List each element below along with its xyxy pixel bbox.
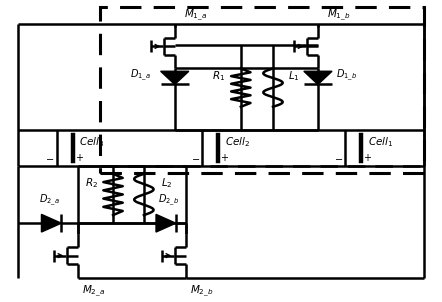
Text: $R_2$: $R_2$ [84,176,98,190]
Text: $M_{1\_b}$: $M_{1\_b}$ [327,8,350,23]
Text: $L_1$: $L_1$ [289,69,300,83]
Text: $+$: $+$ [75,152,84,163]
Text: $M_{2\_b}$: $M_{2\_b}$ [190,284,213,299]
Polygon shape [160,71,189,85]
Text: $D_{2\_a}$: $D_{2\_a}$ [39,193,60,208]
Polygon shape [304,71,332,85]
Text: $Cell_1$: $Cell_1$ [368,135,393,149]
Text: $-$: $-$ [334,153,343,163]
Text: $R_1$: $R_1$ [212,69,225,83]
Polygon shape [156,214,176,232]
Text: $+$: $+$ [220,152,229,163]
Text: $M_{1\_a}$: $M_{1\_a}$ [183,8,207,23]
Text: $-$: $-$ [46,153,54,163]
Text: $M_{2\_a}$: $M_{2\_a}$ [82,284,105,299]
Text: $-$: $-$ [191,153,200,163]
Text: $D_{1\_a}$: $D_{1\_a}$ [130,68,151,83]
Text: $D_{2\_b}$: $D_{2\_b}$ [157,193,179,208]
Bar [100,7,424,173]
Polygon shape [42,214,61,232]
Text: $L_2$: $L_2$ [160,176,172,190]
Text: $Cell_2$: $Cell_2$ [225,135,250,149]
Text: $Cell_3$: $Cell_3$ [79,135,105,149]
Text: $D_{1\_b}$: $D_{1\_b}$ [335,68,357,83]
Text: $+$: $+$ [363,152,372,163]
